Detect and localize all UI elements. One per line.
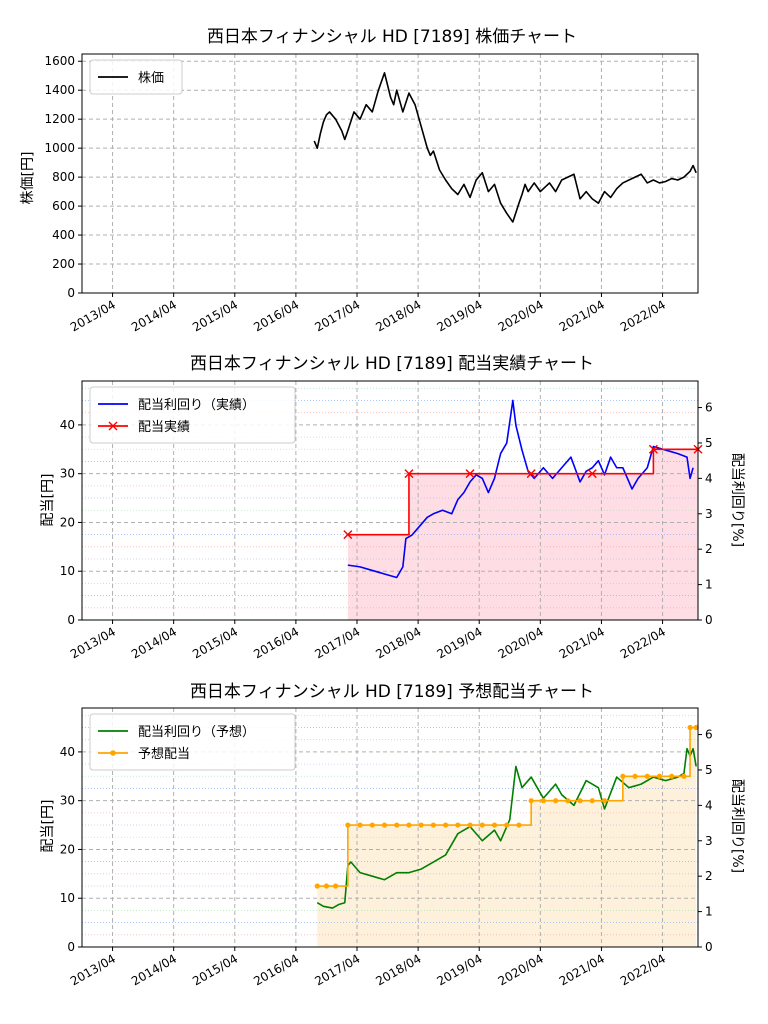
y2-tick-label: 5 (705, 763, 713, 777)
dividend-area-fill (347, 449, 698, 620)
legend-box (89, 713, 296, 771)
plot-frame (81, 53, 699, 294)
y2-tick-label: 6 (705, 401, 713, 415)
dividend-forecast-chart-panel: 西日本フィナンシャル HD [7189] 予想配当チャート 配当[円] 配当利回… (40, 682, 745, 989)
data-point-marker (314, 883, 320, 889)
chart-title: 西日本フィナンシャル HD [7189] 配当実績チャート (190, 354, 594, 374)
y-tick-label: 20 (60, 842, 75, 856)
plot-frame (81, 707, 699, 948)
data-point-marker (656, 773, 663, 779)
data-point-marker (357, 822, 363, 828)
y2-tick-label: 3 (705, 507, 713, 521)
data-point-marker (381, 822, 388, 828)
data-point-marker (648, 444, 658, 454)
data-point-marker (333, 883, 339, 889)
legend-label: 配当利回り（予想） (138, 724, 255, 740)
y-tick-label: 0 (67, 940, 75, 954)
data-point-marker (418, 822, 424, 828)
y2-tick-label: 5 (705, 436, 713, 450)
y-tick-label: 10 (60, 891, 75, 905)
y-tick-label: 40 (60, 418, 75, 432)
y2-axis-label: 配当利回り[%] (729, 779, 745, 873)
y-tick-label: 30 (60, 794, 75, 808)
data-point-marker (394, 822, 400, 828)
legend-marker (110, 750, 116, 756)
y2-tick-label: 0 (705, 613, 713, 627)
y2-axis-label: 配当利回り[%] (729, 453, 745, 547)
data-point-marker (343, 530, 353, 540)
y2-tick-label: 4 (705, 471, 713, 485)
data-point-marker (632, 773, 638, 779)
data-point-marker (565, 798, 571, 804)
series-line (347, 399, 694, 579)
y-tick-label: 1000 (44, 141, 75, 155)
legend-box (89, 386, 296, 444)
data-point-marker (528, 798, 534, 804)
data-point-marker (587, 469, 597, 479)
data-point-marker (620, 773, 626, 779)
legend-box (89, 59, 183, 95)
y-tick-label: 1200 (44, 112, 75, 126)
data-point-marker (345, 822, 351, 828)
y-axis-label: 配当[円] (40, 474, 56, 527)
y-tick-label: 200 (52, 257, 75, 271)
data-point-marker (687, 724, 693, 731)
y-tick-label: 0 (67, 286, 75, 300)
chart-title: 西日本フィナンシャル HD [7189] 株価チャート (207, 27, 577, 47)
legend-label: 株価 (138, 71, 164, 86)
data-point-marker (430, 822, 436, 828)
series-line (316, 747, 697, 909)
data-point-marker (465, 469, 475, 479)
data-point-marker (601, 798, 608, 804)
y-tick-label: 30 (60, 467, 75, 481)
series-line (313, 72, 697, 223)
legend-label: 配当実績 (138, 419, 190, 435)
y-tick-label: 1600 (44, 54, 75, 68)
data-point-marker (455, 822, 461, 828)
chart-title: 西日本フィナンシャル HD [7189] 予想配当チャート (190, 682, 594, 702)
y-tick-label: 600 (52, 199, 75, 213)
y-axis-label: 配当[円] (40, 800, 56, 853)
legend-label: 配当利回り（実績） (138, 397, 255, 413)
data-point-marker (443, 822, 449, 828)
data-point-marker (406, 822, 412, 828)
data-point-marker (540, 798, 546, 804)
data-point-marker (467, 822, 473, 828)
data-point-marker (504, 822, 510, 828)
data-point-marker (369, 822, 375, 828)
y-axis-label: 株価[円] (20, 152, 36, 205)
data-point-marker (404, 469, 414, 479)
data-point-marker (323, 883, 330, 889)
y2-tick-label: 1 (705, 578, 713, 592)
legend-marker (108, 421, 118, 431)
y2-tick-label: 0 (705, 940, 713, 954)
data-point-marker (681, 773, 687, 779)
y2-tick-label: 6 (705, 728, 713, 742)
y2-tick-label: 2 (705, 869, 713, 883)
data-point-marker (553, 798, 559, 804)
y-tick-label: 0 (67, 613, 75, 627)
y2-tick-label: 4 (705, 798, 713, 812)
y-tick-label: 400 (52, 228, 75, 242)
y2-tick-label: 2 (705, 542, 713, 556)
plot-frame (81, 380, 699, 621)
y-tick-label: 40 (60, 745, 75, 759)
y-tick-label: 1400 (44, 83, 75, 97)
data-point-marker (479, 822, 485, 828)
data-point-marker (644, 773, 650, 779)
data-point-marker (589, 798, 595, 804)
y-tick-label: 20 (60, 515, 75, 529)
data-point-marker (491, 822, 498, 828)
data-point-marker (669, 773, 675, 779)
y2-tick-label: 3 (705, 834, 713, 848)
y-tick-label: 10 (60, 564, 75, 578)
data-point-marker (516, 822, 522, 828)
data-point-marker (577, 798, 583, 804)
y-tick-label: 800 (52, 170, 75, 184)
data-point-marker (693, 724, 699, 731)
data-point-marker (526, 469, 536, 479)
legend-label: 予想配当 (138, 746, 190, 762)
y2-tick-label: 1 (705, 905, 713, 919)
